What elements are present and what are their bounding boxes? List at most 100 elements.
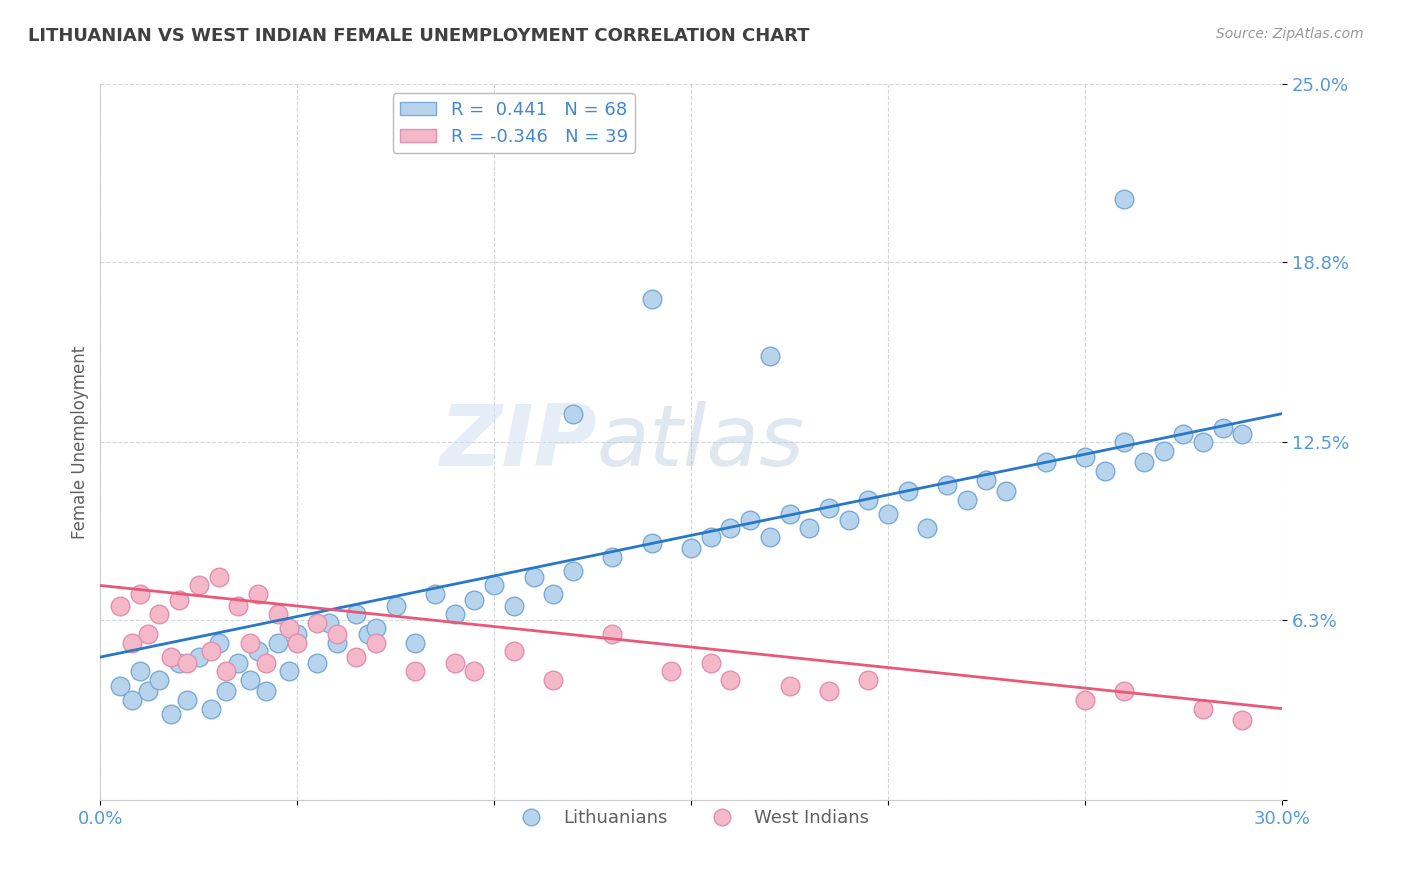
Point (1192, 701, 1215, 715)
Point (364, 622, 387, 636)
Point (1133, 455, 1156, 469)
Point (246, 644, 269, 658)
Point (1232, 713, 1254, 727)
Point (838, 513, 860, 527)
Point (720, 673, 742, 687)
Point (404, 665, 426, 679)
Point (266, 607, 288, 621)
Point (897, 483, 920, 498)
Point (562, 564, 585, 578)
Point (325, 636, 347, 650)
Point (1114, 684, 1136, 698)
Point (917, 521, 939, 535)
Text: LITHUANIAN VS WEST INDIAN FEMALE UNEMPLOYMENT CORRELATION CHART: LITHUANIAN VS WEST INDIAN FEMALE UNEMPLO… (28, 27, 810, 45)
Point (384, 599, 406, 613)
Point (995, 483, 1018, 498)
Point (160, 650, 183, 665)
Point (325, 627, 347, 641)
Point (779, 507, 801, 521)
Point (443, 656, 465, 670)
Legend: Lithuanians, West Indians: Lithuanians, West Indians (506, 802, 876, 834)
Point (266, 636, 288, 650)
Point (344, 607, 367, 621)
Point (562, 407, 585, 421)
Point (167, 656, 190, 670)
Point (121, 693, 143, 707)
Point (799, 521, 821, 535)
Point (136, 627, 159, 641)
Point (128, 665, 150, 679)
Point (858, 673, 880, 687)
Point (278, 665, 301, 679)
Point (956, 492, 979, 507)
Point (818, 501, 841, 516)
Point (239, 673, 262, 687)
Point (187, 650, 209, 665)
Point (1074, 693, 1097, 707)
Point (404, 636, 426, 650)
Point (759, 350, 782, 364)
Point (681, 541, 703, 556)
Point (502, 599, 524, 613)
Point (1074, 450, 1097, 464)
Point (1212, 421, 1234, 435)
Point (976, 473, 998, 487)
Point (602, 627, 624, 641)
Y-axis label: Female Unemployment: Female Unemployment (72, 346, 89, 539)
Point (1094, 464, 1116, 478)
Point (148, 607, 170, 621)
Point (148, 673, 170, 687)
Text: ZIP: ZIP (439, 401, 596, 483)
Text: Source: ZipAtlas.com: Source: ZipAtlas.com (1216, 27, 1364, 41)
Point (200, 644, 222, 658)
Point (482, 578, 505, 592)
Point (285, 636, 308, 650)
Point (1035, 455, 1057, 469)
Point (423, 587, 446, 601)
Point (1114, 192, 1136, 206)
Point (858, 492, 880, 507)
Point (305, 615, 328, 630)
Point (357, 627, 380, 641)
Point (108, 599, 131, 613)
Point (278, 622, 301, 636)
Point (215, 665, 238, 679)
Point (1114, 435, 1136, 450)
Point (167, 592, 190, 607)
Point (541, 673, 564, 687)
Point (160, 707, 183, 722)
Point (877, 507, 900, 521)
Point (200, 701, 222, 715)
Point (318, 615, 340, 630)
Point (305, 656, 328, 670)
Point (463, 592, 485, 607)
Point (759, 530, 782, 544)
Point (1192, 435, 1215, 450)
Point (1173, 426, 1195, 441)
Point (936, 478, 959, 492)
Point (720, 521, 742, 535)
Point (740, 513, 762, 527)
Point (463, 665, 485, 679)
Point (226, 599, 249, 613)
Point (641, 292, 664, 306)
Point (700, 530, 723, 544)
Point (700, 656, 723, 670)
Point (136, 684, 159, 698)
Point (1232, 426, 1254, 441)
Point (602, 549, 624, 564)
Point (502, 644, 524, 658)
Point (818, 684, 841, 698)
Point (239, 636, 262, 650)
Point (522, 570, 544, 584)
Point (641, 535, 664, 549)
Point (176, 693, 198, 707)
Point (128, 587, 150, 601)
Point (108, 679, 131, 693)
Point (661, 665, 683, 679)
Point (779, 679, 801, 693)
Point (344, 650, 367, 665)
Point (254, 684, 277, 698)
Point (254, 656, 277, 670)
Text: atlas: atlas (596, 401, 804, 483)
